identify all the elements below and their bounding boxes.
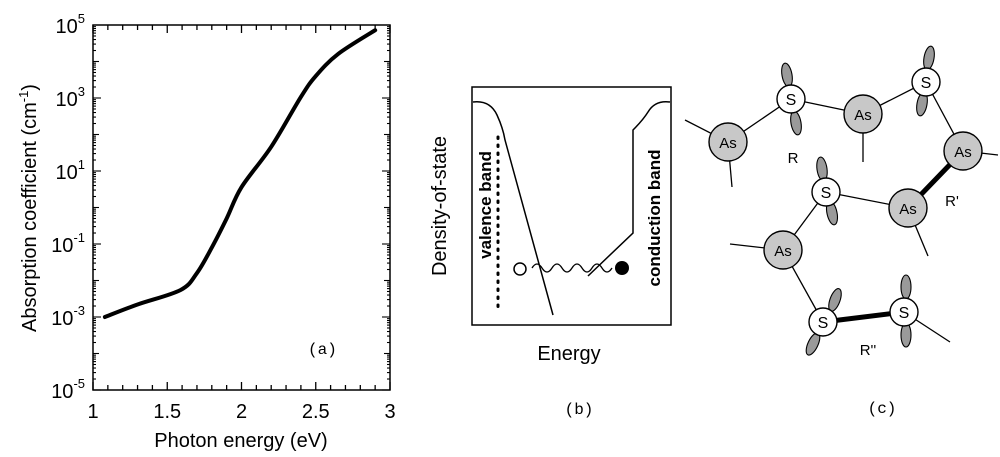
lone-pair-icon (781, 62, 793, 88)
sulfur-atom (811, 177, 841, 207)
atom-label: S (899, 305, 910, 322)
x-tick-label: 1 (87, 401, 98, 423)
arsenic-atom (888, 188, 928, 228)
absorption-chart: 1 1.5 2 2.5 3 105 103 101 10-1 10-3 10-5 (a) Phot… (16, 11, 396, 452)
valence-band-edge (472, 101, 554, 316)
energy-axis-label: Energy (537, 343, 600, 365)
sulfur-atom (911, 67, 941, 97)
series-line-absorption (102, 28, 378, 319)
sulfur-atom (776, 84, 806, 114)
x-axis-label: Photon energy (eV) (154, 430, 327, 452)
lone-pair-icon (790, 110, 802, 136)
dos-axis-label: Density-of-state (429, 136, 451, 276)
y-tick-labels: 105 103 101 10-1 10-3 10-5 (51, 11, 85, 403)
y-tick-label: 101 (56, 157, 85, 184)
density-of-states-diagram: valence band conduction band Density-of-… (429, 86, 672, 419)
y-tick-label: 10-3 (51, 303, 85, 330)
panel-label-a: (a) (308, 341, 337, 359)
y-axis-label: Absorption coefficient (cm-1) (16, 84, 41, 332)
sulfur-atom (808, 307, 838, 337)
panel-label-c: (c) (868, 400, 897, 418)
x-tick-label: 1.5 (153, 401, 181, 423)
atom-label: S (786, 92, 797, 109)
transition-wavy-line (531, 263, 613, 273)
valence-band-label: valence band (476, 151, 495, 259)
conduction-band-edge (587, 100, 671, 277)
atom-label: As (954, 144, 972, 161)
y-tick-label: 10-5 (51, 376, 85, 403)
x-tick-labels: 1 1.5 2 2.5 3 (87, 401, 395, 423)
x-tick-label: 2 (236, 401, 247, 423)
hole-icon (513, 262, 527, 276)
lone-pair-icon (900, 274, 912, 300)
atom-label: S (818, 315, 829, 332)
y-tick-label: 103 (56, 84, 85, 111)
atoms: As S As S As S As As S S (708, 67, 983, 337)
atom-label: As (719, 135, 737, 152)
arsenic-atom (708, 122, 748, 162)
ring-label-r-prime: R' (945, 193, 959, 210)
arsenic-atom (943, 131, 983, 171)
plot-frame (92, 24, 391, 391)
atom-label: S (921, 75, 932, 92)
ring-label-r-double-prime: R'' (860, 342, 877, 359)
bonds (684, 81, 999, 343)
panel-label-b: (b) (565, 401, 594, 419)
arsenic-atom (763, 230, 803, 270)
atom-label: As (854, 107, 872, 124)
lone-pairs (781, 45, 935, 356)
electron-icon (615, 261, 629, 275)
conduction-band-label: conduction band (645, 150, 664, 287)
arsenic-atom (843, 94, 883, 134)
x-tick-label: 3 (384, 401, 395, 423)
lone-pair-icon (923, 45, 935, 71)
as2s3-structure-diagram: As S As S As S As As S S R R' R'' (c) (684, 45, 999, 418)
y-tick-label: 105 (56, 11, 85, 38)
y-tick-label: 10-1 (51, 230, 85, 257)
ring-label-r: R (788, 150, 799, 167)
atom-label: S (821, 185, 832, 202)
atom-label: As (899, 201, 917, 218)
atom-label: As (774, 243, 792, 260)
x-tick-label: 2.5 (302, 401, 330, 423)
sulfur-atom (889, 297, 919, 327)
diagram-frame (471, 86, 672, 326)
axis-ticks (92, 25, 391, 391)
